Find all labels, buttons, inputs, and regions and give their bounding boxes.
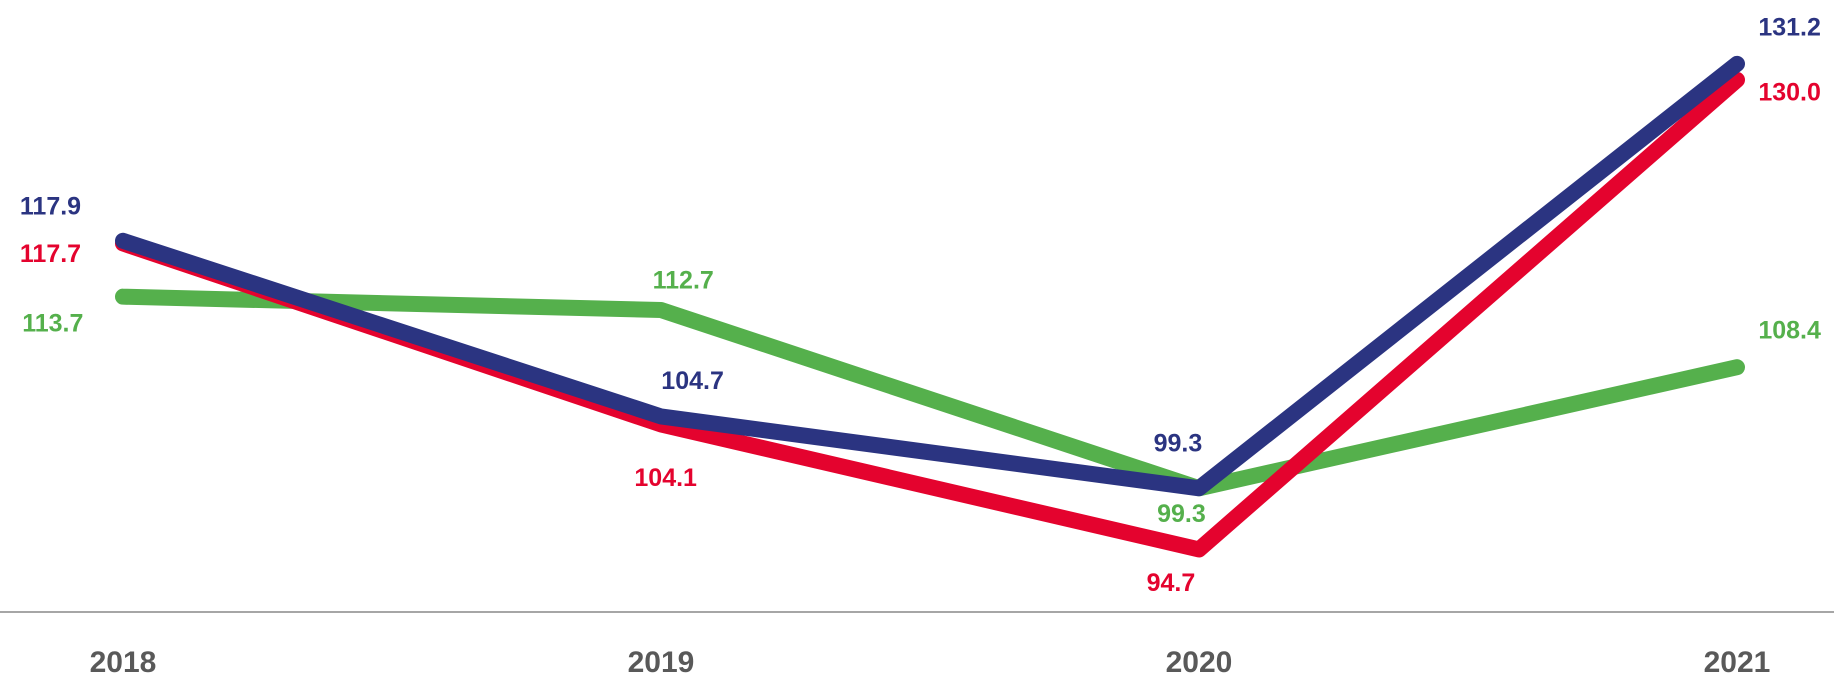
x-tick-label: 2020 <box>1166 646 1233 679</box>
data-label: 113.7 <box>22 309 83 337</box>
series-line <box>115 288 1745 497</box>
data-label: 130.0 <box>1758 78 1821 106</box>
data-label: 112.7 <box>653 267 714 295</box>
data-label: 94.7 <box>1147 569 1196 597</box>
x-tick-label: 2019 <box>628 646 695 679</box>
series-line <box>115 55 1745 497</box>
data-label: 117.7 <box>20 240 81 268</box>
data-label: 131.2 <box>1758 13 1821 41</box>
data-label: 104.1 <box>634 464 697 492</box>
data-label: 99.3 <box>1157 500 1206 528</box>
x-tick-label: 2018 <box>90 646 157 679</box>
data-label: 104.7 <box>661 367 724 395</box>
data-label: 117.9 <box>20 193 81 221</box>
data-label: 108.4 <box>1758 317 1821 345</box>
data-label: 99.3 <box>1154 430 1203 458</box>
x-tick-label: 2021 <box>1704 646 1771 679</box>
